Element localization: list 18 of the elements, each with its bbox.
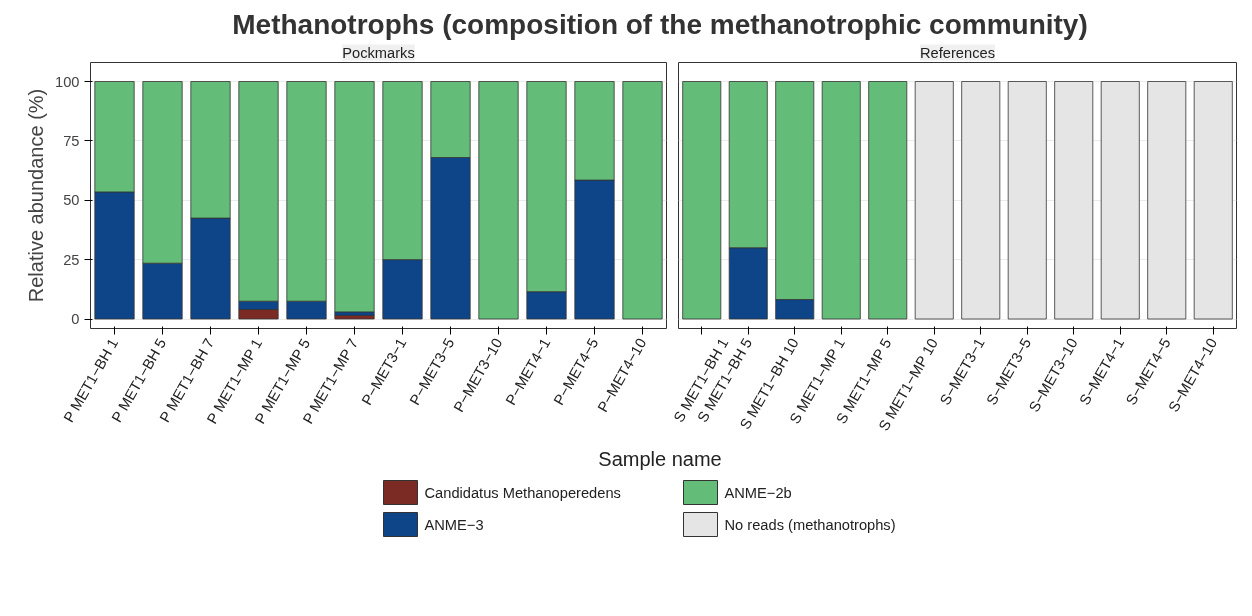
- legend-label: ANME−3: [424, 516, 484, 533]
- chart-subtitle: Pockmarks: [342, 44, 415, 61]
- bar: [334, 81, 375, 313]
- bar: [478, 81, 519, 320]
- legend-label: ANME−2b: [724, 484, 792, 501]
- legend-label: Candidatus Methanoperedens: [424, 484, 621, 501]
- y-axis-title: Relative abundance (%): [25, 88, 48, 303]
- chart-subtitle: References: [920, 44, 995, 61]
- chart-title: Methanotrophs (composition of the methanotrophic community): [232, 8, 1088, 42]
- x-axis-title: Sample name: [598, 447, 722, 472]
- bar: [334, 315, 375, 320]
- y-tick-label: 25: [63, 251, 80, 268]
- y-tick-label: 50: [63, 192, 80, 209]
- y-tick-label: 100: [55, 73, 80, 90]
- legend-label: No reads (methanotrophs): [724, 516, 896, 533]
- y-tick-label: 75: [63, 132, 80, 149]
- bar: [622, 81, 663, 320]
- y-tick-label: 0: [71, 311, 80, 327]
